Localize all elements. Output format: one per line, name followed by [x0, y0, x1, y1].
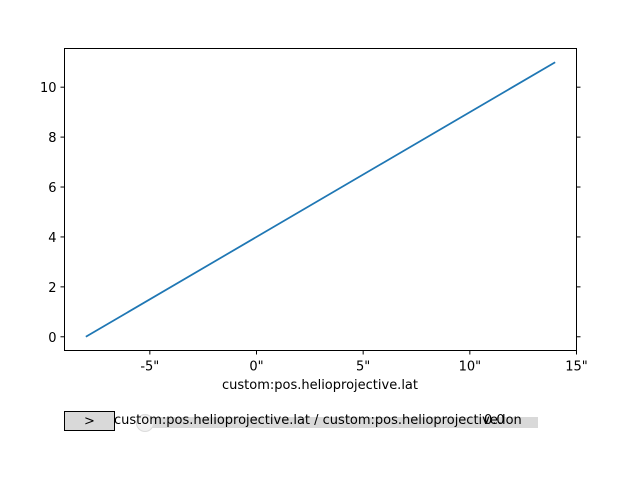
slider-label: custom:pos.helioprojective.lat / custom:… — [114, 413, 522, 428]
series-line — [85, 61, 556, 338]
x-tick-label: 10" — [459, 360, 482, 375]
x-tick-label: 15" — [565, 360, 588, 375]
slider-track[interactable] — [142, 417, 538, 428]
slider-handle[interactable] — [136, 414, 154, 432]
y-axis-ticks: 0 2 4 6 8 10 — [40, 81, 581, 346]
y-tick-label: 0 — [48, 331, 56, 346]
x-tick-label: 5" — [356, 360, 370, 375]
toggle-button[interactable]: > — [64, 411, 115, 431]
line-chart: -5" 0" 5" 10" 15" 0 2 4 6 8 10 custom:pos.heliopr… — [40, 48, 588, 393]
y-tick-label: 4 — [48, 231, 56, 246]
plot-area — [64, 48, 577, 351]
x-axis-label: custom:pos.helioprojective.lat — [222, 378, 418, 393]
slider-controls: > custom:pos.helioprojective.lat / custo… — [64, 411, 544, 433]
y-tick-label: 10 — [40, 81, 57, 96]
x-tick-label: -5" — [140, 360, 159, 375]
y-tick-label: 6 — [48, 181, 56, 196]
x-tick-label: 0" — [249, 360, 263, 375]
x-axis-ticks: -5" 0" 5" 10" 15" — [140, 350, 588, 375]
slider-value: 0.0 — [484, 413, 505, 428]
y-tick-label: 2 — [48, 281, 56, 296]
y-tick-label: 8 — [48, 131, 56, 146]
series-group — [85, 61, 556, 338]
